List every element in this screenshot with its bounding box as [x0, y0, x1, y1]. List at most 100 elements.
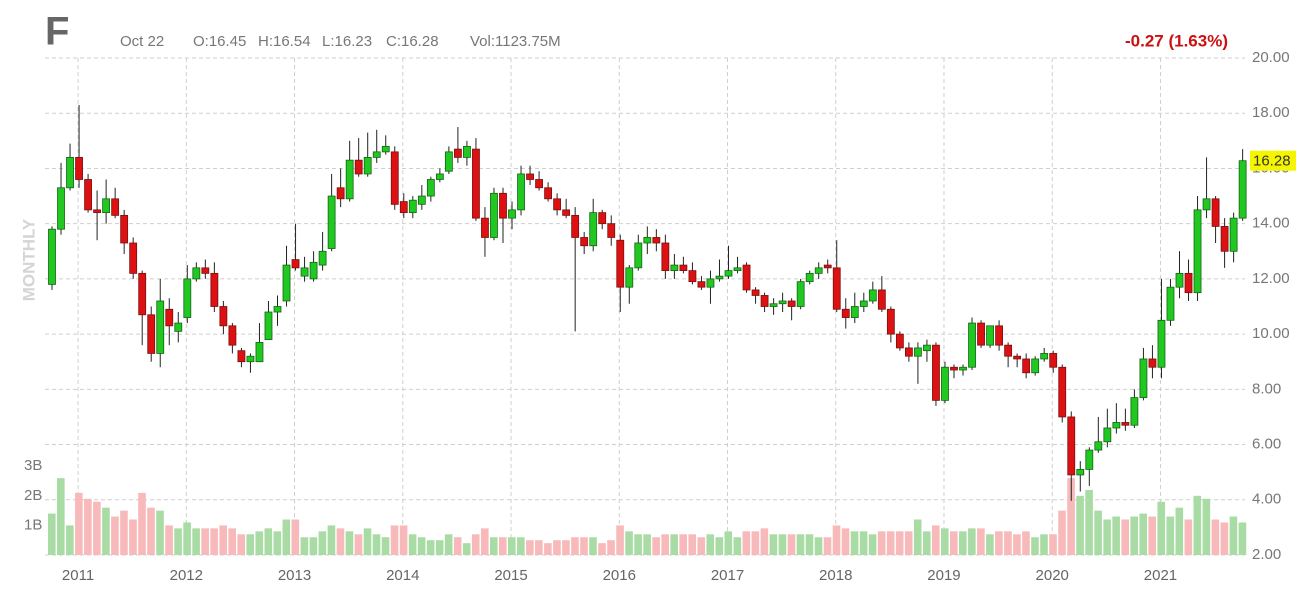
volume-bar — [1121, 519, 1129, 555]
candle-body — [553, 198, 562, 211]
header-item: C:16.28 — [386, 33, 439, 50]
volume-bar — [724, 531, 733, 555]
candle-body — [778, 300, 787, 305]
volume-bar — [201, 528, 209, 555]
candle-body — [1112, 422, 1121, 429]
candle-body — [932, 344, 940, 401]
volume-bar — [679, 534, 687, 555]
candle-body — [120, 214, 129, 244]
volume-bar — [977, 528, 985, 555]
candle-body — [1094, 441, 1103, 451]
volume-bar — [535, 540, 543, 555]
volume-bar — [508, 537, 516, 555]
volume-bar — [787, 534, 796, 555]
volume-bar — [300, 537, 309, 555]
candle-body — [571, 214, 580, 238]
candle-body — [435, 173, 444, 180]
volume-bar — [1148, 516, 1157, 555]
volume-bar — [102, 507, 110, 555]
volume-bar — [1193, 495, 1202, 555]
candle-body — [1130, 397, 1139, 426]
candle-body — [986, 325, 994, 346]
volume-bar — [354, 534, 363, 555]
volume-bar — [399, 525, 408, 555]
candle-body — [1139, 358, 1148, 399]
candle-body — [544, 187, 552, 200]
volume-bar — [1022, 531, 1030, 555]
volume-bar — [796, 534, 805, 555]
candle-body — [652, 237, 661, 244]
x-tick-label: 2012 — [170, 567, 203, 584]
candle-body — [390, 151, 399, 205]
volume-bar — [246, 534, 255, 555]
volume-bar — [832, 525, 841, 555]
candle-body — [84, 179, 92, 211]
x-tick-label: 2018 — [819, 567, 852, 584]
candle-body — [1049, 353, 1058, 368]
volume-bar — [1184, 519, 1193, 555]
volume-bar — [1166, 516, 1175, 555]
y-tick-label: 8.00 — [1252, 380, 1281, 397]
y-tick-label: 12.00 — [1252, 270, 1290, 287]
candle-body — [1211, 198, 1220, 227]
volume-bar — [417, 537, 426, 555]
volume-bar — [309, 537, 318, 555]
candle-body — [219, 306, 228, 327]
volume-bar — [580, 537, 588, 555]
volume-bar — [345, 531, 354, 555]
volume-bar — [661, 534, 669, 555]
volume-bar — [462, 543, 471, 555]
volume-bar — [904, 531, 913, 555]
candle-body — [634, 242, 643, 269]
volume-bar — [778, 534, 787, 555]
volume-bar — [129, 519, 137, 555]
volume-bar — [264, 528, 273, 555]
price-badge — [1250, 150, 1296, 171]
volume-bar — [318, 531, 327, 555]
volume-bar — [1112, 516, 1120, 555]
candle-body — [580, 237, 589, 247]
volume-bar — [895, 531, 904, 555]
candle-body — [264, 311, 273, 341]
volume-bar — [453, 537, 462, 555]
volume-bar — [192, 528, 200, 555]
candle-body — [1238, 160, 1247, 219]
volume-bar — [544, 543, 552, 555]
volume-bar — [1211, 519, 1220, 555]
volume-bar — [183, 522, 191, 555]
volume-bar — [1175, 507, 1184, 555]
header-item: L:16.23 — [322, 33, 372, 50]
volume-bar — [968, 528, 976, 555]
candle-body — [363, 156, 372, 175]
y-tick-label: 4.00 — [1252, 491, 1281, 508]
volume-bar — [742, 531, 751, 555]
candle-body — [481, 217, 489, 238]
candle-body — [859, 300, 868, 307]
volume-bar — [1103, 519, 1111, 555]
volume-bar — [255, 531, 264, 555]
volume-bar — [589, 537, 597, 555]
volume-bar — [517, 537, 525, 555]
volume-bar — [1238, 522, 1247, 555]
x-tick-label: 2020 — [1036, 567, 1069, 584]
candle-body — [1004, 344, 1013, 357]
candle-body — [562, 209, 571, 216]
x-tick-label: 2019 — [927, 567, 960, 584]
candle-body — [93, 209, 101, 214]
candle-body — [444, 151, 453, 172]
candle-body — [129, 242, 138, 274]
x-tick-label: 2016 — [603, 567, 636, 584]
candle-body — [336, 187, 345, 200]
volume-bar — [1202, 498, 1211, 555]
candle-body — [1157, 319, 1166, 368]
candle-body — [832, 267, 841, 310]
volume-tick-label: 1B — [24, 516, 42, 533]
volume-bar — [877, 531, 886, 555]
candle-body — [183, 278, 192, 318]
candle-body — [472, 148, 480, 219]
volume-bar — [715, 537, 724, 555]
volume-bar — [553, 540, 561, 555]
volume-bar — [823, 537, 832, 555]
candle-body — [192, 267, 201, 280]
